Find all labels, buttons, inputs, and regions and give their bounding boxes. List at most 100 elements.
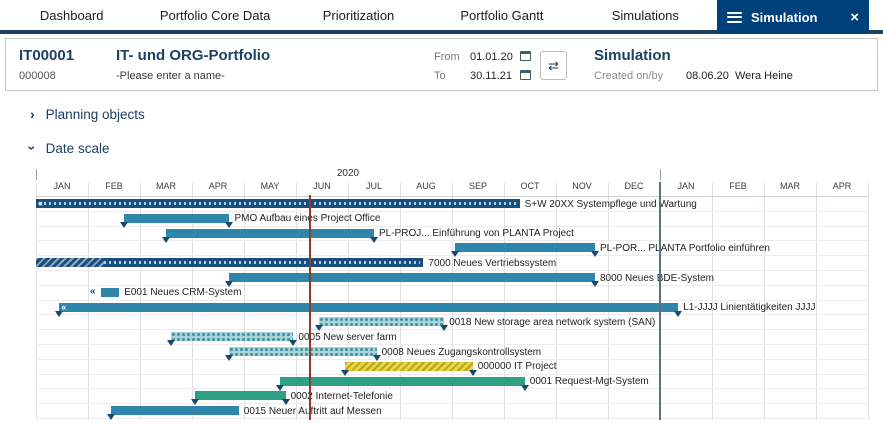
month-label: MAR [780, 181, 800, 191]
bar-start-marker [276, 384, 285, 391]
nav-tab-portfolio-core-data[interactable]: Portfolio Core Data [159, 7, 271, 23]
menu-icon[interactable] [727, 11, 742, 23]
bar-start-marker [167, 340, 176, 347]
bar-end-marker [440, 325, 449, 332]
gantt-bar-label: 0008 Neues Zugangskontrollsystem [381, 346, 542, 358]
nav-tab-simulations[interactable]: Simulations [611, 7, 679, 23]
gantt-bar-label: S+W 20XX Systempflege und Wartung [524, 198, 697, 210]
scale-baseline [36, 196, 868, 197]
to-label: To [434, 70, 446, 82]
gantt-chart: 2020 JAN FEB MAR APR MAY JUN JUL AUG SEP OCT NOV DEC… [36, 168, 869, 421]
gridline [868, 183, 869, 420]
gantt-row: 8000 Neues BDE-System [36, 271, 868, 287]
gantt-bar[interactable] [280, 376, 525, 386]
gantt-row: 0018 New storage area network system (SA… [36, 315, 868, 332]
active-tab-label: Simulation [751, 9, 818, 25]
bar-end-marker [591, 281, 599, 287]
gantt-row: 0001 Request-Mgt-System [36, 375, 868, 391]
nav-tabs: Dashboard Portfolio Core Data Prioritizati… [0, 0, 717, 30]
gantt-row: 000000 IT Project [36, 360, 868, 376]
gridline [504, 183, 505, 420]
gantt-bar[interactable] [59, 302, 679, 312]
gantt-row: PMO Aufbau eines Project Office [36, 212, 868, 228]
gantt-row: PL-PROJ... Einführung von PLANTA Project [36, 227, 868, 243]
rewind-icon: « [61, 301, 67, 312]
gridline [140, 183, 141, 420]
gantt-row: « L1-JJJJ Linientätigkeiten JJJJ [36, 301, 868, 317]
chevron-right-icon: › [30, 106, 35, 122]
tab-simulation-active[interactable]: Simulation × [717, 0, 869, 34]
year-tick [660, 169, 661, 180]
to-date-field[interactable]: 30.11.21 [470, 70, 513, 82]
simulation-title: Simulation [594, 47, 671, 64]
section-date-scale[interactable]: › Date scale [24, 140, 109, 156]
bar-start-marker [190, 399, 199, 406]
gantt-bar[interactable] [36, 258, 424, 268]
bar-hatch-segment [36, 258, 104, 268]
month-label: JUL [365, 181, 382, 191]
bar-start-marker [107, 414, 116, 421]
gantt-bar-label: L1-JJJJ Linientätigkeiten JJJJ [683, 302, 816, 314]
created-on-by-label: Created on/by [594, 70, 664, 82]
gantt-bar[interactable] [345, 361, 473, 371]
nav-tab-prioritization[interactable]: Prioritization [322, 7, 395, 23]
month-label: DEC [624, 181, 644, 191]
bar-end-marker [674, 310, 683, 317]
calendar-icon[interactable] [520, 51, 531, 61]
nav-tab-dashboard[interactable]: Dashboard [39, 7, 104, 23]
gantt-bar[interactable] [229, 273, 595, 282]
top-navbar: Dashboard Portfolio Core Data Prioritizati… [0, 0, 883, 34]
section-planning-objects[interactable]: › Planning objects [30, 106, 145, 122]
month-label: FEB [105, 181, 123, 191]
calendar-icon[interactable] [520, 70, 531, 80]
gantt-bar-label: PMO Aufbau eines Project Office [234, 213, 381, 225]
gridline [296, 183, 297, 420]
month-label: SEP [468, 181, 487, 191]
gantt-bar-label: PL-POR... PLANTA Portfolio einführen [600, 242, 770, 254]
month-label: MAY [260, 181, 280, 191]
month-label: AUG [416, 181, 436, 191]
gantt-bar-label: 8000 Neues BDE-System [600, 272, 714, 284]
gantt-bar[interactable] [229, 347, 377, 356]
bar-start-marker [315, 325, 324, 332]
bar-start-marker [225, 355, 234, 361]
gridline [764, 183, 765, 420]
gantt-bar[interactable] [194, 391, 286, 401]
gantt-bar[interactable] [124, 213, 230, 223]
gantt-bar[interactable] [111, 406, 239, 416]
gantt-bar-label: 0002 Internet-Telefonie [290, 390, 393, 402]
month-label: APR [832, 181, 852, 191]
nav-tab-portfolio-gantt[interactable]: Portfolio Gantt [460, 7, 544, 23]
portfolio-code: 000008 [19, 70, 56, 82]
portfolio-name-input[interactable]: -Please enter a name- [116, 70, 225, 82]
year-label: 2020 [336, 168, 360, 179]
gantt-bar-label: 7000 Neues Vertriebssystem [428, 257, 557, 269]
gantt-bar-label: 0005 New server farm [298, 331, 397, 343]
gantt-row: 0005 New server farm [36, 330, 868, 347]
bar-start-marker [450, 251, 459, 258]
created-by: Wera Heine [735, 70, 793, 82]
gridline [244, 183, 245, 420]
gantt-bar[interactable] [36, 199, 520, 208]
gantt-bar[interactable] [454, 243, 595, 253]
gantt-bar[interactable] [171, 332, 294, 342]
close-icon[interactable]: × [850, 8, 859, 26]
gantt-bar-label: E001 Neues CRM-System [124, 287, 242, 299]
gridline [400, 183, 401, 420]
gantt-bar[interactable] [166, 228, 374, 238]
gantt-row: « S+W 20XX Systempflege und Wartung [36, 197, 868, 212]
refresh-button[interactable]: ⇄ [540, 51, 567, 80]
gantt-bar[interactable] [319, 317, 445, 327]
bar-end-marker [225, 221, 234, 228]
gantt-bar-label: 0015 Neuer Auftritt auf Messen [243, 405, 382, 417]
chevron-down-icon: › [24, 145, 41, 151]
gridline [192, 183, 193, 420]
gantt-bar[interactable] [101, 287, 120, 297]
portfolio-header: IT00001 000008 IT- und ORG-Portfolio -Pl… [5, 38, 878, 91]
from-date-field[interactable]: 01.01.20 [470, 51, 513, 63]
gantt-row: 0008 Neues Zugangskontrollsystem [36, 345, 868, 361]
month-label: JAN [677, 181, 695, 191]
month-label: NOV [572, 181, 592, 191]
month-label: APR [208, 181, 228, 191]
gantt-row: PL-POR... PLANTA Portfolio einführen [36, 241, 868, 258]
